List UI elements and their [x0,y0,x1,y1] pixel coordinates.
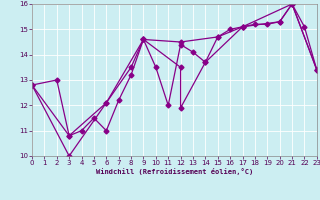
X-axis label: Windchill (Refroidissement éolien,°C): Windchill (Refroidissement éolien,°C) [96,168,253,175]
